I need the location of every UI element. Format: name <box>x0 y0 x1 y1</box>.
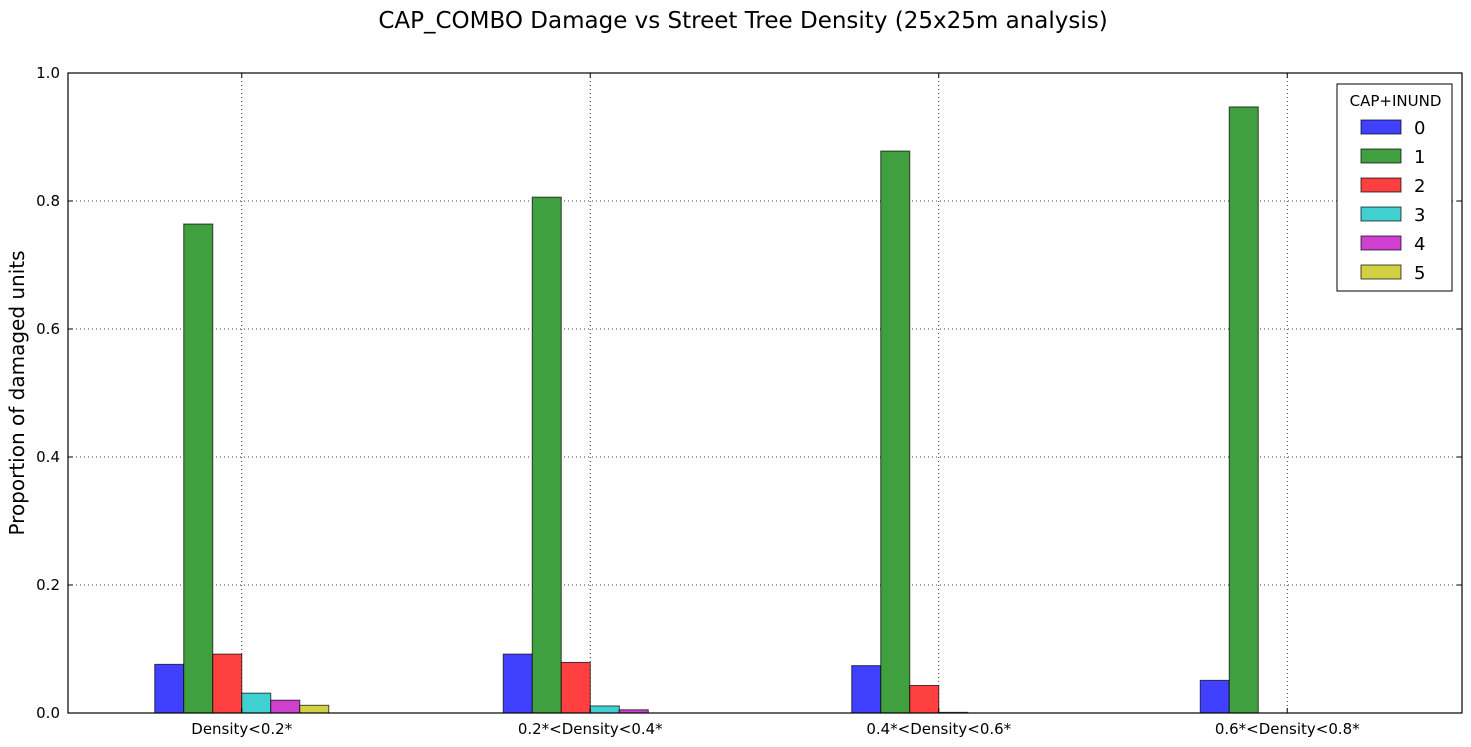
legend-label: 2 <box>1414 176 1425 197</box>
bar-series-2-cat-2 <box>909 684 940 714</box>
plot-frame <box>67 72 1463 714</box>
x-tick-label: 0.6*<Density<0.8* <box>1215 720 1360 738</box>
bar-series-1-cat-2 <box>880 150 911 714</box>
bar-series-2-cat-1 <box>560 661 591 714</box>
y-tick-label: 0.2 <box>36 576 60 594</box>
legend-swatch <box>1360 148 1402 164</box>
bar-series-1-cat-0 <box>183 223 214 714</box>
legend-label: 4 <box>1414 234 1425 255</box>
bar-series-5-cat-0 <box>299 704 330 714</box>
legend-label: 3 <box>1414 205 1425 226</box>
legend: CAP+INUND 0 1 2 3 4 5 <box>1336 83 1453 292</box>
x-tick-label: 0.2*<Density<0.4* <box>518 720 663 738</box>
bar-series-3-cat-1 <box>589 705 620 714</box>
y-tick-label: 1.0 <box>36 64 60 82</box>
legend-label: 0 <box>1414 118 1425 139</box>
legend-swatch <box>1360 264 1402 280</box>
y-tick-label: 0.8 <box>36 192 60 210</box>
bar-series-0-cat-0 <box>154 663 185 714</box>
x-tick-label: 0.4*<Density<0.6* <box>866 720 1011 738</box>
x-tick-label: Density<0.2* <box>191 720 292 738</box>
bar-series-2-cat-0 <box>212 653 243 714</box>
grid <box>68 73 1462 713</box>
y-axis-label: Proportion of damaged units <box>5 250 29 535</box>
bar-series-3-cat-0 <box>241 692 272 714</box>
bar-series-1-cat-1 <box>531 196 562 714</box>
bar-series-0-cat-1 <box>502 653 533 714</box>
bar-series-0-cat-2 <box>851 665 882 714</box>
legend-swatch <box>1360 235 1402 251</box>
chart-title: CAP_COMBO Damage vs Street Tree Density … <box>378 8 1107 34</box>
legend-swatch <box>1360 206 1402 222</box>
legend-swatch <box>1360 177 1402 193</box>
legend-label: 1 <box>1414 147 1425 168</box>
bar-series-0-cat-3 <box>1199 679 1230 714</box>
bar-series-1-cat-3 <box>1228 106 1259 714</box>
legend-title: CAP+INUND <box>1350 92 1442 110</box>
axis-ticks: 0.0 0.2 0.4 0.6 0.8 1.0 Density<0.2* 0.2*<Densi… <box>36 64 1462 738</box>
legend-label: 5 <box>1414 263 1425 284</box>
bars <box>154 106 1259 714</box>
y-tick-label: 0.4 <box>36 448 60 466</box>
y-tick-label: 0.0 <box>36 704 60 722</box>
bar-series-4-cat-0 <box>270 699 301 714</box>
legend-swatch <box>1360 119 1402 135</box>
y-tick-label: 0.6 <box>36 320 60 338</box>
